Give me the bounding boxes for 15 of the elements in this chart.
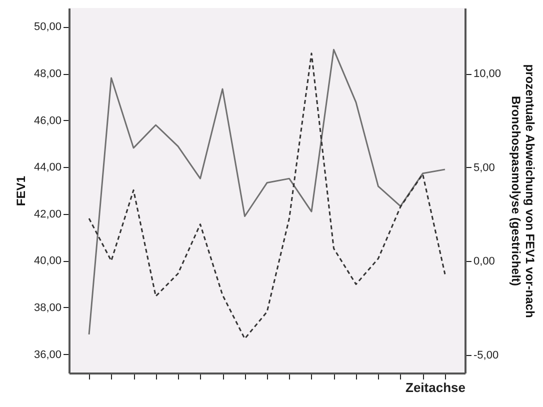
y2-tick-label: 5,00	[474, 162, 495, 174]
y-tick-label: 40,00	[34, 255, 62, 268]
y-tick-label: 48,00	[34, 68, 62, 80]
y2-axis-title: prozentuale Abweichung von FEV1 vor-nach Bronchospasmolyse (gestrichelt)	[509, 64, 538, 318]
y2-tick-label: 10,00	[474, 68, 502, 80]
y2-tick-label: 0,00	[474, 256, 495, 268]
y-tick-label: 36,00	[34, 348, 62, 361]
y-tick-label: 46,00	[34, 114, 62, 127]
y-tick-label: 44,00	[34, 162, 62, 174]
y2-tick-label: -5,00	[474, 349, 499, 362]
y-tick-label: 42,00	[34, 208, 62, 220]
x-axis-title: Zeitachse	[406, 380, 466, 395]
y-tick-label: 38,00	[34, 302, 62, 314]
y-axis-title: FEV1	[14, 176, 28, 206]
y-tick-label: 50,00	[34, 21, 62, 34]
